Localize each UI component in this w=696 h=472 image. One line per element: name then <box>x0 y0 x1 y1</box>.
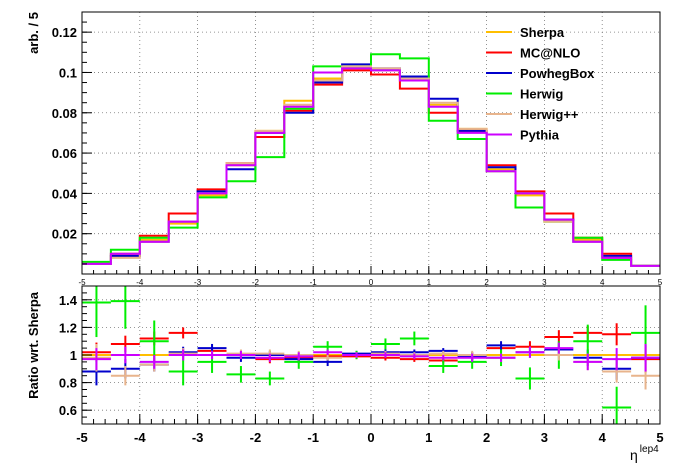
ratio-series-pythia <box>82 342 660 372</box>
legend-label: Herwig <box>520 87 563 102</box>
x-axis-label-sup: lep4 <box>640 444 659 455</box>
top-y-axis: 0.02 0.04 0.06 0.08 0.1 0.12 <box>52 21 92 265</box>
legend-item: Sherpa <box>486 25 565 40</box>
bottom-x-tick-label: -3 <box>192 430 204 445</box>
legend-label: MC@NLO <box>520 46 580 61</box>
bottom-y-tick-label: 1 <box>70 348 77 363</box>
top-x-axis: -5 -4 -3 -2 -1 0 1 2 3 4 5 <box>78 266 663 287</box>
top-x-tick-label: -2 <box>252 278 260 287</box>
top-x-tick-label: 1 <box>427 278 432 287</box>
top-series-mc-nlo <box>82 69 660 267</box>
top-x-tick-label: -1 <box>310 278 318 287</box>
top-x-tick-label: 2 <box>484 278 489 287</box>
bottom-x-tick-label: -2 <box>250 430 262 445</box>
legend-label: Herwig++ <box>520 107 579 122</box>
bottom-y-axis: 0.6 0.8 1 1.2 1.4 <box>59 292 92 418</box>
legend-label: PowhegBox <box>520 66 595 81</box>
bottom-x-tick-label: 4 <box>599 430 607 445</box>
bottom-y-tick-label: 1.2 <box>59 320 77 335</box>
top-y-axis-label: arb. / 5 <box>26 12 41 54</box>
bottom-x-tick-label: 5 <box>656 430 663 445</box>
legend-item: Herwig <box>486 87 563 102</box>
bottom-x-tick-label: -1 <box>307 430 319 445</box>
bottom-x-tick-label: 0 <box>367 430 374 445</box>
bottom-x-tick-label: 3 <box>541 430 548 445</box>
bottom-y-tick-label: 0.8 <box>59 376 77 391</box>
ratio-panel: 0.6 0.8 1 1.2 1.4 -5 -4 -3 -2 -1 0 1 2 3 4 5 Ratio wrt… <box>26 285 664 463</box>
bottom-x-tick-label: 2 <box>483 430 490 445</box>
top-series-group <box>82 53 660 267</box>
bottom-x-axis: -5 -4 -3 -2 -1 0 1 2 3 4 5 <box>76 414 664 445</box>
top-y-tick-label: 0.08 <box>52 106 77 121</box>
legend-label: Sherpa <box>520 25 565 40</box>
legend-label: Pythia <box>520 128 560 143</box>
bottom-x-tick-label: -5 <box>76 430 88 445</box>
bottom-x-tick-label: -4 <box>134 430 146 445</box>
bottom-series-group <box>82 286 660 424</box>
top-x-tick-label: -4 <box>136 278 144 287</box>
legend-item: Pythia <box>486 128 560 143</box>
top-x-tick-label: 4 <box>600 278 605 287</box>
bottom-y-tick-label: 0.6 <box>59 403 77 418</box>
top-x-tick-label: 0 <box>369 278 374 287</box>
bottom-x-tick-label: 1 <box>425 430 432 445</box>
top-x-tick-label: -5 <box>78 278 86 287</box>
top-y-tick-label: 0.04 <box>52 186 78 201</box>
x-axis-label-main: η <box>630 447 638 463</box>
legend-item: MC@NLO <box>486 46 580 61</box>
top-series-pythia <box>82 67 660 267</box>
top-y-tick-label: 0.1 <box>59 65 77 80</box>
top-x-tick-label: -3 <box>194 278 202 287</box>
top-x-tick-label: 5 <box>658 278 663 287</box>
bottom-y-axis-label: Ratio wrt. Sherpa <box>26 291 41 399</box>
x-axis-label: η lep4 <box>630 444 659 463</box>
bottom-y-tick-label: 1.4 <box>59 293 78 308</box>
top-y-tick-label: 0.06 <box>52 146 77 161</box>
distribution-panel: 0.02 0.04 0.06 0.08 0.1 0.12 -5 -4 -3 -2 -1 0 1 2 3 4 5… <box>26 11 663 287</box>
top-y-tick-label: 0.12 <box>52 25 77 40</box>
legend-item: PowhegBox <box>486 66 595 81</box>
top-x-tick-label: 3 <box>542 278 547 287</box>
top-y-tick-label: 0.02 <box>52 227 77 242</box>
legend-item: Herwig++ <box>486 107 579 122</box>
legend: Sherpa MC@NLO PowhegBox Herwig Herwig++ Pythi… <box>486 25 595 143</box>
